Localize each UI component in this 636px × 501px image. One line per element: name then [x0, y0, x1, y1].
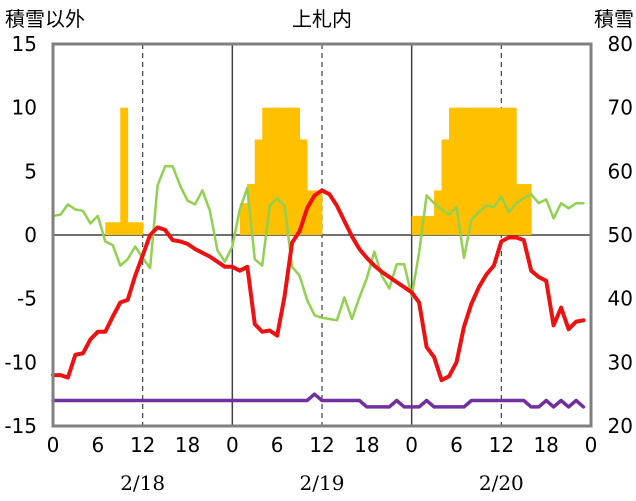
snow-depth-bar: [449, 107, 457, 235]
snow-depth-bar: [269, 107, 278, 235]
x-tick-label: 0: [47, 433, 60, 457]
snow-depth-bar: [127, 222, 136, 235]
y-right-tick-label: 80: [608, 32, 633, 56]
purple-series-line: [51, 392, 586, 409]
snow-depth-bar: [277, 107, 286, 235]
snow-depth-bar: [478, 107, 487, 235]
day-label: 2/18: [120, 471, 165, 495]
snow-depth-bar: [247, 184, 256, 235]
snow-depth-bar: [523, 184, 532, 235]
snow-depth-bar: [463, 107, 472, 235]
y-left-tick-label: 0: [24, 223, 37, 247]
snow-depth-bar: [508, 107, 517, 235]
snow-depth-bar: [434, 190, 442, 235]
y-right-tick-label: 60: [608, 159, 633, 183]
snow-depth-bar: [135, 222, 144, 235]
x-tick-label: 12: [489, 433, 514, 457]
day-label: 2/20: [479, 471, 524, 495]
y-right-tick-label: 70: [608, 96, 633, 120]
x-tick-labels: 0 6 12 18 0 6 12 18 0 6 12 18 0: [47, 433, 598, 457]
y-right-tick-label: 30: [608, 350, 633, 374]
snow-depth-bar: [493, 107, 502, 235]
temperature-line: [51, 188, 586, 383]
y-right-axis-title: 積雪: [594, 7, 634, 31]
x-tick-label: 6: [450, 433, 463, 457]
snow-depth-bar: [471, 107, 480, 235]
snow-depth-bar: [456, 107, 465, 235]
y-right-tick-label: 40: [608, 287, 633, 311]
x-tick-label: 6: [271, 433, 284, 457]
series-lines: [51, 164, 586, 409]
snow-depth-bar: [105, 222, 114, 235]
snow-depth-bar: [120, 107, 129, 235]
y-right-tick-label: 50: [608, 223, 633, 247]
y-left-tick-label: -10: [4, 350, 37, 374]
plot-area: [51, 42, 593, 428]
snow-depth-bar: [239, 203, 248, 235]
snow-depth-bars: [105, 107, 532, 235]
snow-depth-bar: [307, 190, 315, 235]
snow-depth-bar: [486, 107, 495, 235]
x-tick-label: 12: [130, 433, 155, 457]
x-tick-label: 0: [405, 433, 418, 457]
x-tick-label: 6: [91, 433, 104, 457]
x-tick-label: 18: [175, 433, 200, 457]
y-left-tick-label: -5: [17, 287, 37, 311]
snow-depth-bar: [292, 107, 300, 235]
y-left-tick-label: 15: [12, 32, 37, 56]
snow-depth-bar: [426, 215, 435, 235]
snow-depth-bar: [299, 139, 308, 235]
y-left-tick-label: 5: [24, 159, 37, 183]
snow-depth-bar: [254, 139, 263, 235]
snow-depth-bar: [501, 107, 510, 235]
y-left-tick-label: -15: [4, 414, 37, 438]
x-tick-label: 12: [309, 433, 334, 457]
day-labels: 2/18 2/19 2/20: [120, 471, 524, 495]
x-tick-label: 18: [533, 433, 558, 457]
day-label: 2/19: [300, 471, 345, 495]
y-right-tick-labels: 80 70 60 50 40 30 20: [608, 32, 633, 438]
snow-depth-bar: [411, 215, 420, 235]
y-left-tick-label: 10: [12, 96, 37, 120]
chart-title: 上札内: [292, 7, 352, 31]
plot-frame: [51, 42, 593, 428]
x-tick-label: 0: [585, 433, 598, 457]
snow-depth-bar: [284, 107, 293, 235]
snow-depth-bar: [314, 190, 323, 235]
snow-depth-bar: [441, 139, 450, 235]
y-left-axis-title: 積雪以外: [5, 7, 85, 31]
y-right-tick-label: 20: [608, 414, 633, 438]
y-left-tick-labels: 15 10 5 0 -5 -10 -15: [4, 32, 37, 438]
x-tick-label: 0: [226, 433, 239, 457]
snow-depth-bar: [112, 222, 121, 235]
snow-depth-bar: [262, 107, 271, 235]
x-tick-label: 18: [354, 433, 379, 457]
snow-depth-bar: [516, 184, 525, 235]
